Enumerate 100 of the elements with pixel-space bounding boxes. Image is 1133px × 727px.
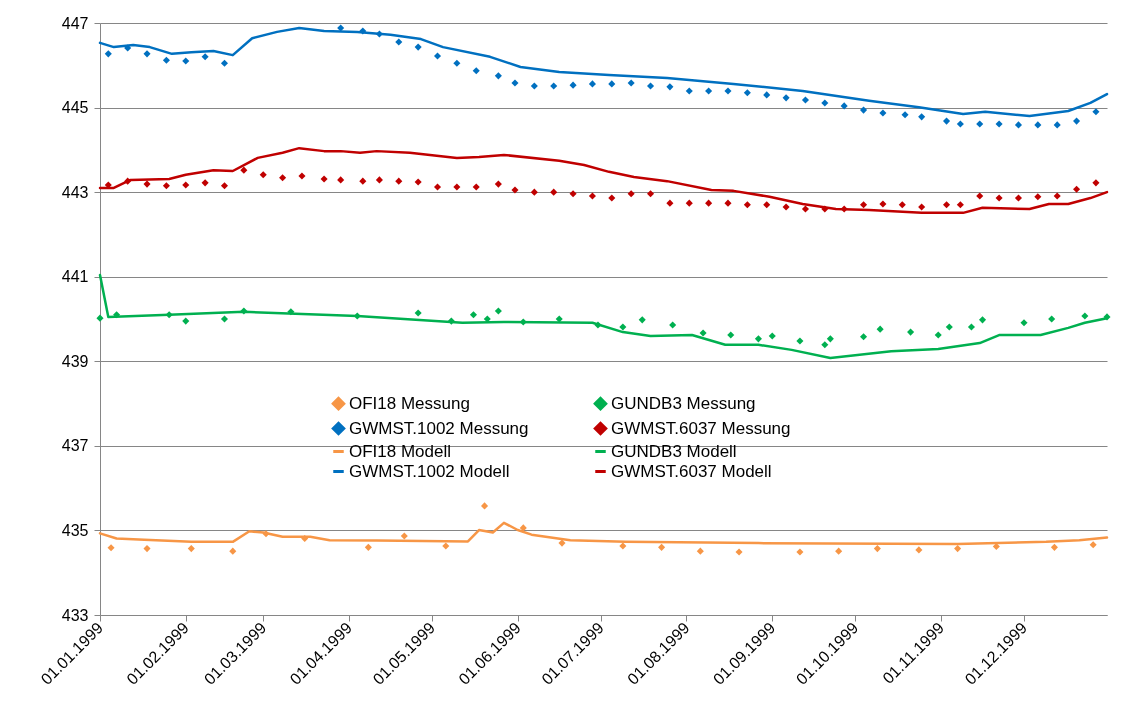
point (976, 120, 984, 128)
point (835, 547, 843, 555)
point (954, 545, 962, 553)
point (1073, 117, 1081, 125)
point (298, 172, 306, 180)
point (530, 82, 538, 90)
point (976, 192, 984, 200)
point (801, 96, 809, 104)
point (685, 87, 693, 95)
point (967, 323, 975, 331)
point (763, 91, 771, 99)
point (588, 192, 596, 200)
legend-label: OFI18 Modell (349, 441, 452, 461)
point (1089, 541, 1097, 549)
point (1020, 319, 1028, 327)
point (555, 315, 563, 323)
point (220, 182, 229, 190)
point (433, 52, 442, 60)
point (472, 183, 480, 191)
point (201, 179, 209, 187)
point (469, 311, 478, 319)
point (956, 120, 964, 128)
point (400, 532, 408, 540)
point (359, 177, 367, 185)
point (768, 332, 776, 340)
point (364, 543, 372, 551)
point (395, 177, 403, 185)
point (588, 80, 596, 88)
point (259, 171, 267, 179)
point (1103, 313, 1111, 321)
y-tick-label: 447 (61, 14, 89, 32)
point (481, 502, 489, 510)
line-series (98, 26, 1109, 118)
point (1073, 185, 1081, 193)
point (901, 111, 909, 119)
point (550, 188, 558, 196)
point (447, 317, 455, 325)
point (337, 176, 345, 184)
point (220, 59, 229, 67)
point (494, 180, 502, 188)
point (143, 545, 151, 553)
point (375, 176, 383, 184)
point (995, 120, 1003, 128)
point (840, 102, 848, 110)
point (162, 182, 170, 190)
point (1034, 121, 1042, 129)
point (898, 201, 906, 209)
point (594, 321, 602, 329)
point (978, 316, 987, 324)
point (821, 341, 829, 349)
point (201, 53, 209, 61)
point (1048, 315, 1056, 323)
point (472, 67, 480, 75)
y-tick-label: 435 (61, 521, 89, 539)
point (782, 203, 790, 211)
point (918, 113, 926, 121)
point (735, 548, 743, 556)
point (569, 81, 577, 89)
point (724, 199, 732, 207)
y-tick-label: 443 (61, 183, 89, 201)
point (337, 24, 345, 32)
point (494, 72, 502, 80)
point (453, 183, 461, 191)
point (375, 30, 383, 38)
point (763, 201, 771, 209)
point (483, 315, 491, 323)
point (696, 547, 704, 555)
point (943, 117, 951, 125)
point (1081, 312, 1089, 320)
point (821, 205, 829, 213)
y-tick-label: 445 (61, 99, 89, 117)
point (840, 205, 848, 213)
point (182, 57, 190, 65)
legend-label: GWMST.6037 Messung (611, 418, 791, 438)
point (669, 321, 677, 329)
y-tick-label: 439 (61, 352, 89, 370)
point (934, 331, 942, 339)
point (107, 544, 115, 552)
point (995, 194, 1003, 202)
point (619, 323, 627, 331)
point (1050, 543, 1058, 551)
point (187, 545, 195, 553)
point (104, 50, 112, 58)
point (1014, 121, 1023, 129)
point (860, 333, 868, 341)
point (558, 539, 566, 547)
point (414, 178, 422, 186)
point (320, 175, 328, 183)
point (511, 79, 519, 87)
point (262, 530, 270, 538)
legend-label: GWMST.1002 Modell (349, 461, 510, 481)
point (1092, 179, 1100, 187)
point (915, 546, 923, 554)
point (918, 203, 926, 211)
point (124, 44, 132, 52)
legend-label: GWMST.1002 Messung (349, 418, 529, 438)
point (96, 314, 104, 322)
point (182, 181, 190, 189)
point (1092, 108, 1100, 116)
y-tick-label: 437 (61, 437, 89, 455)
